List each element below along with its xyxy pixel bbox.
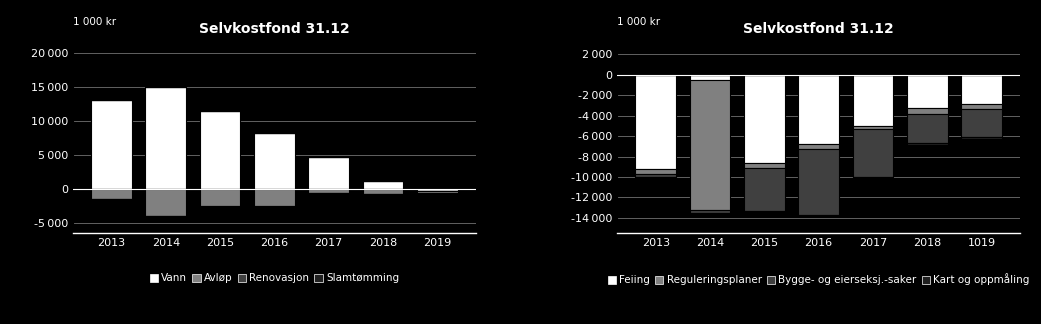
Bar [961, 137, 1001, 139]
Bar [200, 110, 240, 189]
Bar [744, 163, 785, 168]
Legend: Feiing, Reguleringsplaner, Bygge- og eierseksj.-saker, Kart og oppmåling: Feiing, Reguleringsplaner, Bygge- og eie… [608, 273, 1030, 285]
Bar [907, 75, 947, 109]
Bar [254, 206, 295, 207]
Bar [146, 189, 186, 216]
Bar [798, 75, 839, 144]
Bar [254, 189, 295, 206]
Bar [744, 75, 785, 163]
Bar [690, 213, 731, 214]
Bar [635, 174, 676, 177]
Bar [92, 100, 132, 189]
Legend: Vann, Avløp, Renovasjon, Slamtømming: Vann, Avløp, Renovasjon, Slamtømming [150, 273, 399, 284]
Bar [907, 143, 947, 145]
Bar [690, 210, 731, 213]
Bar [853, 126, 893, 129]
Bar [635, 75, 676, 169]
Bar [308, 189, 349, 193]
Bar [798, 215, 839, 216]
Bar [907, 109, 947, 114]
Text: 1 000 kr: 1 000 kr [73, 17, 116, 27]
Bar [907, 114, 947, 143]
Bar [254, 133, 295, 189]
Bar [146, 87, 186, 189]
Bar [853, 177, 893, 178]
Title: Selvkostfond 31.12: Selvkostfond 31.12 [743, 22, 894, 36]
Bar [362, 181, 403, 189]
Text: 1 000 kr: 1 000 kr [617, 17, 660, 27]
Bar [200, 206, 240, 207]
Bar [417, 189, 458, 191]
Bar [853, 129, 893, 177]
Bar [200, 189, 240, 206]
Title: Selvkostfond 31.12: Selvkostfond 31.12 [199, 22, 350, 36]
Bar [798, 144, 839, 149]
Bar [417, 191, 458, 193]
Bar [308, 157, 349, 189]
Bar [798, 149, 839, 215]
Bar [690, 80, 731, 210]
Bar [635, 177, 676, 178]
Bar [690, 75, 731, 80]
Bar [635, 169, 676, 174]
Bar [744, 168, 785, 211]
Bar [744, 211, 785, 212]
Bar [92, 189, 132, 199]
Bar [362, 189, 403, 194]
Bar [200, 207, 240, 208]
Bar [961, 104, 1001, 110]
Bar [961, 75, 1001, 104]
Bar [853, 75, 893, 126]
Bar [961, 110, 1001, 137]
Bar [254, 207, 295, 208]
